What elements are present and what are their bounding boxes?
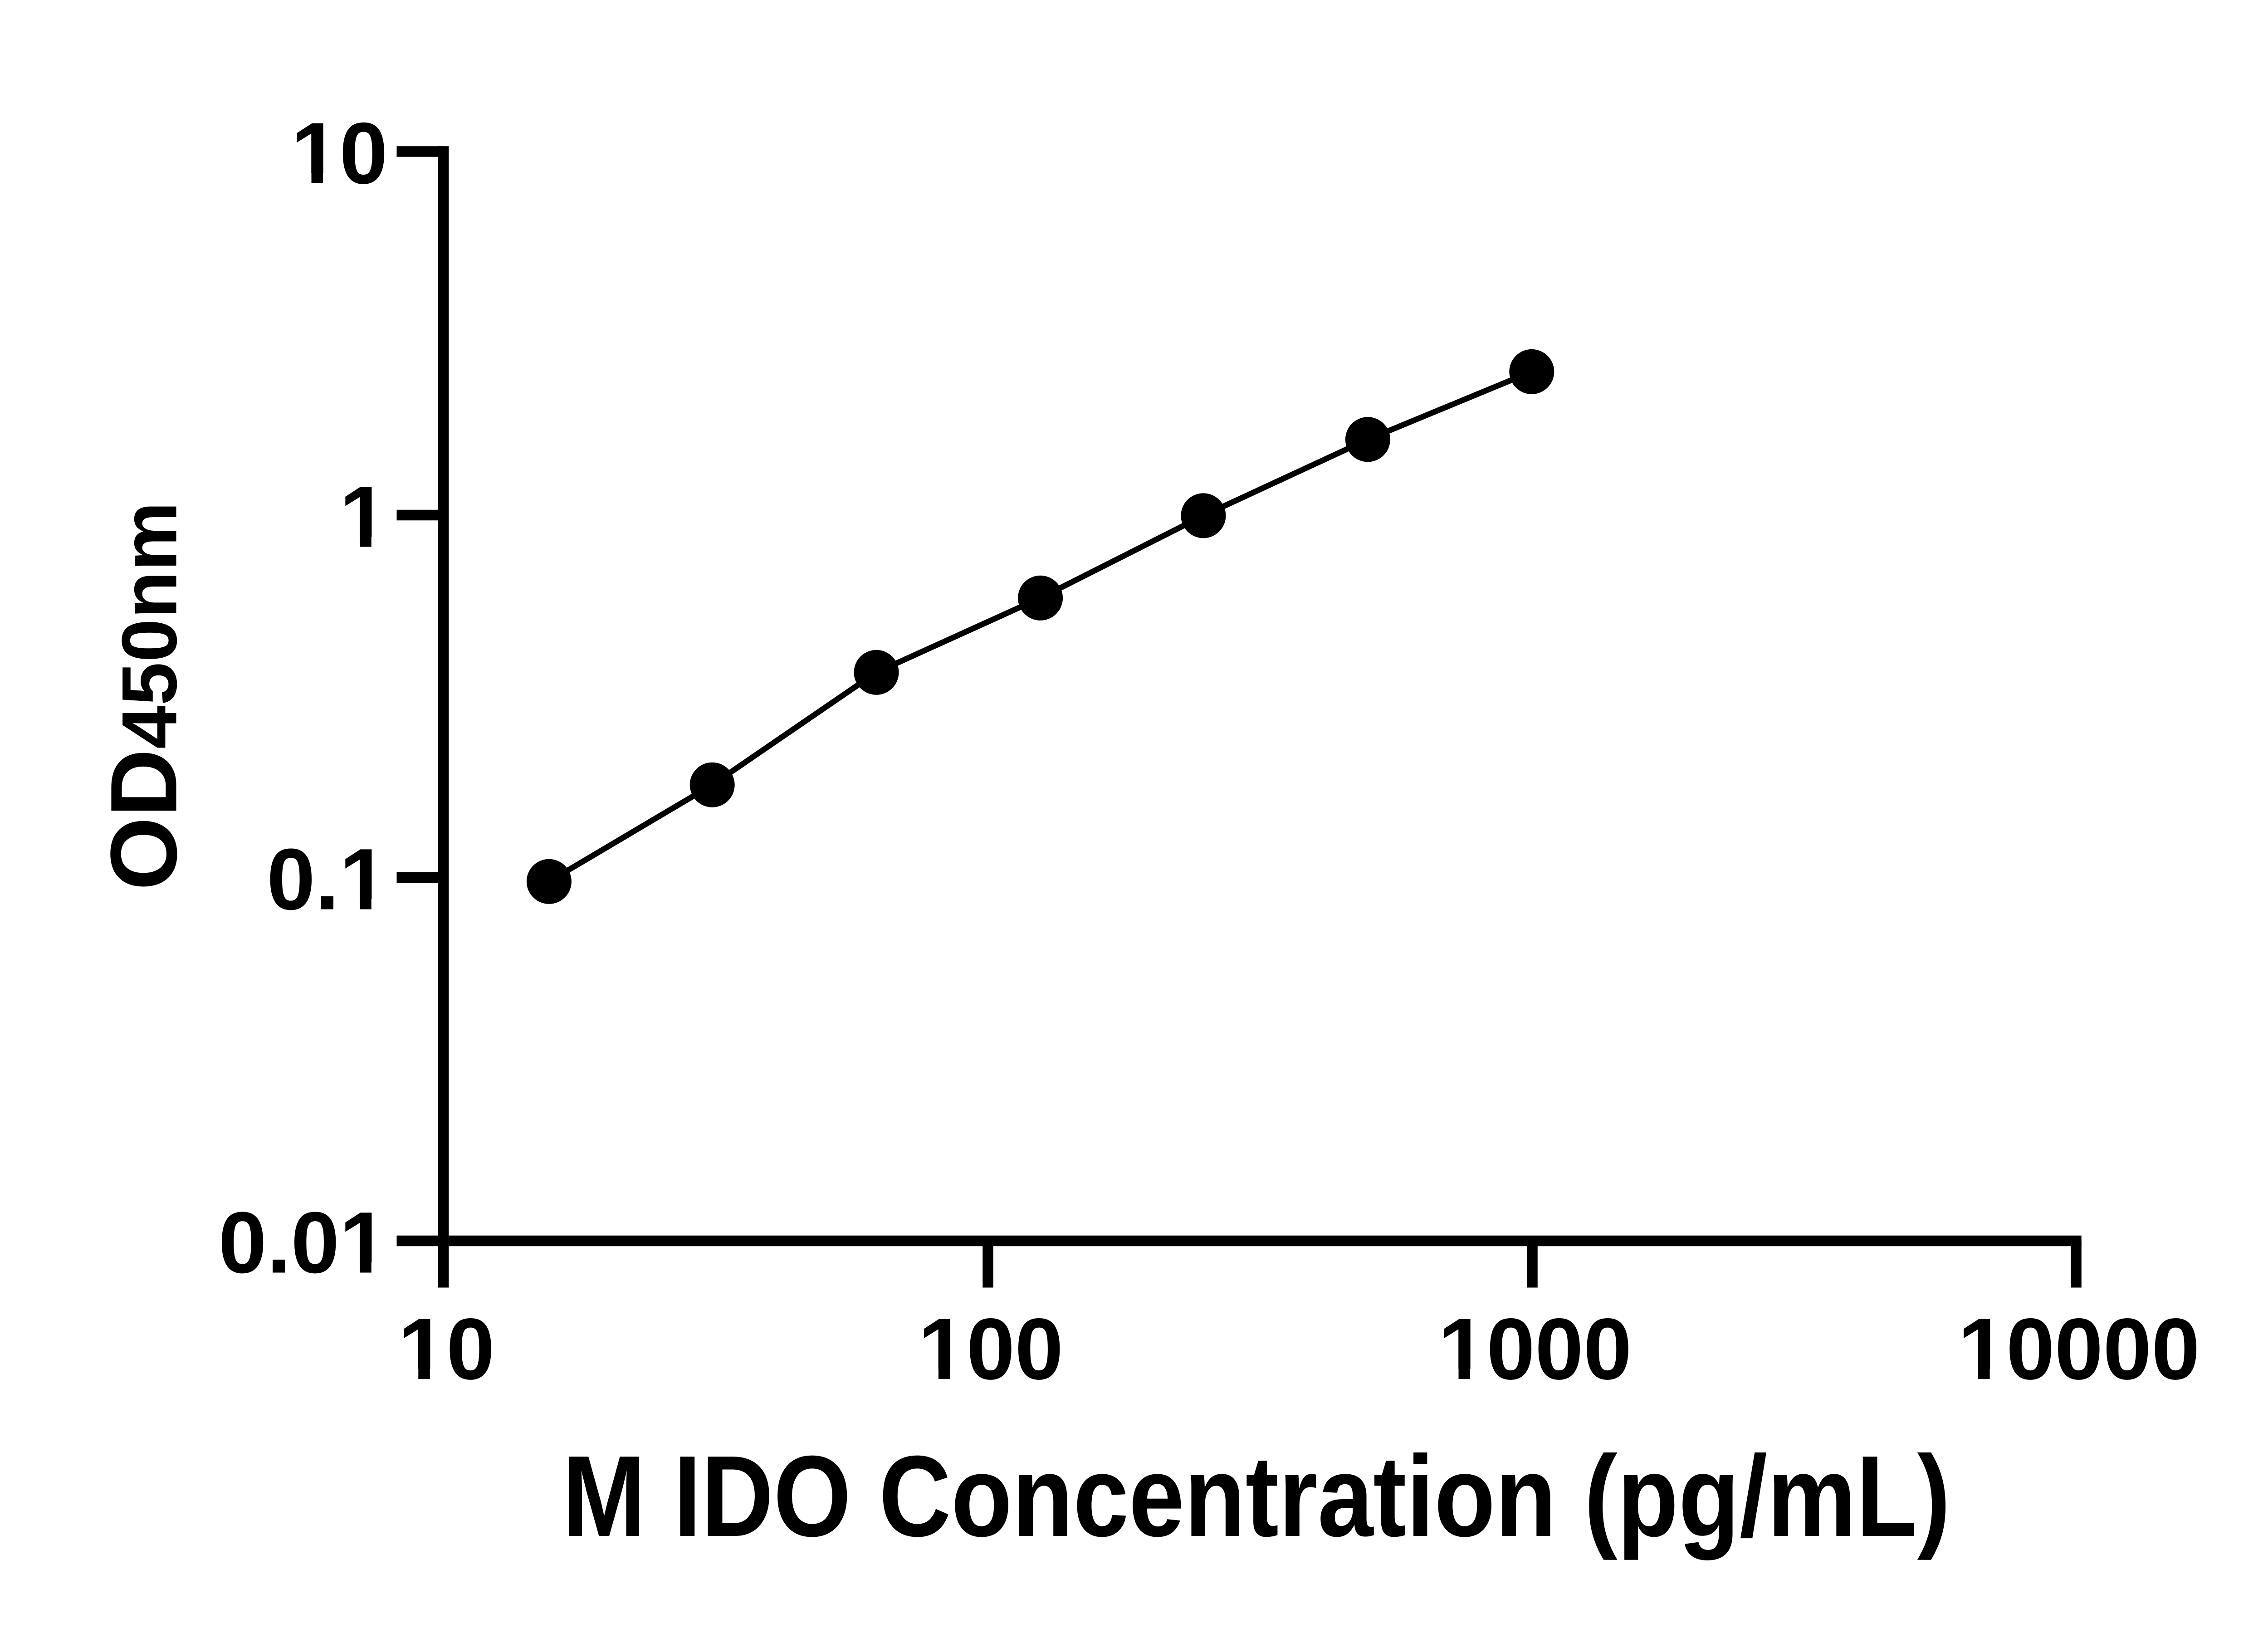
svg-text:10: 10 [398, 1300, 495, 1398]
svg-text:1: 1 [339, 468, 388, 566]
svg-text:100: 100 [918, 1300, 1063, 1398]
svg-text:1000: 1000 [1438, 1300, 1632, 1398]
svg-text:0.1: 0.1 [267, 831, 388, 928]
svg-text:0.01: 0.01 [218, 1194, 388, 1291]
svg-text:10: 10 [291, 104, 388, 202]
svg-text:10000: 10000 [1958, 1300, 2200, 1398]
svg-text:OD450nm: OD450nm [92, 502, 197, 890]
svg-text:M IDO Concentration (pg/mL): M IDO Concentration (pg/mL) [562, 1432, 1950, 1560]
